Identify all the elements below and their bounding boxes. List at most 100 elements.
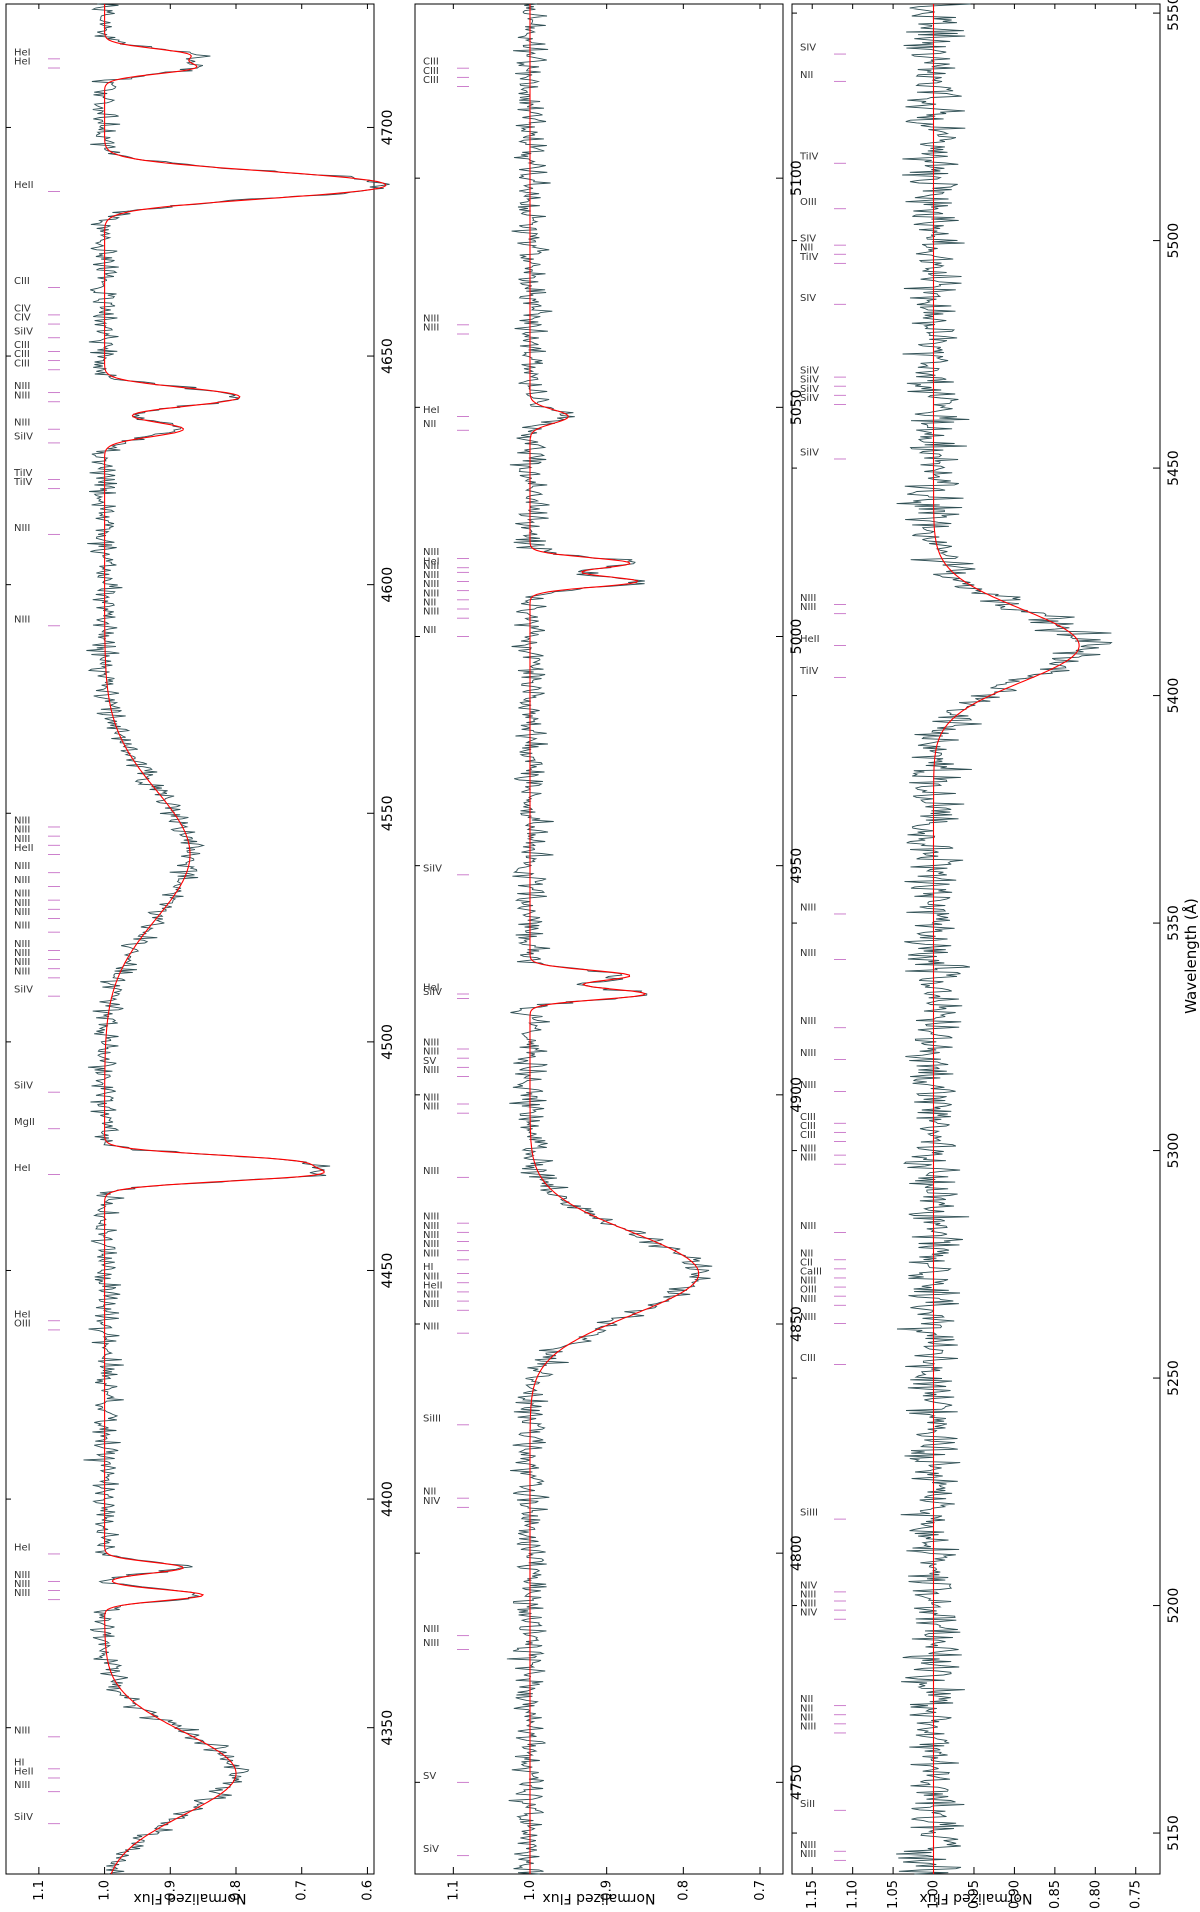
- line-label: NIII: [423, 607, 439, 618]
- line-label: NIII: [423, 1290, 439, 1301]
- line-label: NIII: [14, 875, 30, 886]
- plot-frame: [414, 3, 784, 1875]
- x-tick-label: 5450: [1166, 450, 1182, 486]
- line-label: SiIV: [14, 985, 33, 996]
- line-label: NIII: [14, 1588, 30, 1599]
- line-label: NIII: [800, 1840, 816, 1851]
- line-label: NIII: [14, 861, 30, 872]
- line-label: CIII: [800, 1130, 816, 1141]
- line-label: NIII: [14, 523, 30, 534]
- line-label: NIII: [800, 1016, 816, 1027]
- line-label: NIII: [423, 547, 439, 558]
- line-label: CIII: [800, 1353, 816, 1364]
- y-tick-label: 0.9: [163, 1880, 178, 1901]
- line-label: SiIV: [423, 987, 442, 998]
- line-label: HeI: [423, 556, 440, 567]
- line-label: NIII: [800, 1144, 816, 1155]
- line-label: NIII: [800, 1849, 816, 1860]
- x-tick-label: 4350: [380, 1710, 396, 1746]
- line-label: OIII: [800, 197, 817, 208]
- y-tick-label: 1.00: [927, 1880, 942, 1909]
- line-label: SV: [423, 1771, 436, 1782]
- line-label: HeII: [800, 634, 820, 645]
- line-label: NII: [423, 1487, 436, 1498]
- line-label: NIII: [423, 1271, 439, 1282]
- line-label: SiIV: [423, 863, 442, 874]
- x-tick-label: 4400: [380, 1481, 396, 1517]
- line-label: NIII: [423, 1065, 439, 1076]
- x-tick-label: 4900: [789, 1077, 805, 1113]
- observed-spectrum: [506, 3, 713, 1875]
- line-label: SIV: [800, 43, 816, 54]
- line-label: SIV: [800, 234, 816, 245]
- model-spectrum: [932, 4, 1080, 1874]
- line-label: NII: [423, 598, 436, 609]
- x-tick-label: 4500: [380, 1024, 396, 1060]
- line-label: CaIII: [800, 1266, 822, 1277]
- line-label: NIV: [800, 1608, 817, 1619]
- line-label: NIII: [423, 313, 439, 324]
- line-label: NIII: [14, 907, 30, 918]
- x-tick-label: 5300: [1166, 1133, 1182, 1169]
- line-label: CIII: [800, 1112, 816, 1123]
- line-label: NIII: [14, 1579, 30, 1590]
- x-tick-label: 4700: [380, 110, 396, 146]
- line-label: NIII: [800, 602, 816, 613]
- plot-frame: [791, 3, 1161, 1875]
- line-label: NIII: [423, 579, 439, 590]
- spectrum-panel-top: 4350 4400 4450 4500 4550 4600 4650 4700 1.1 1.0 0.…: [5, 3, 396, 1906]
- line-label: SiIV: [800, 375, 819, 386]
- y-tick-label: 0.8: [676, 1880, 691, 1901]
- line-label: NIII: [423, 1299, 439, 1310]
- x-tick-label: 5550: [1166, 0, 1182, 31]
- line-label: HeII: [423, 1280, 443, 1291]
- x-tick-label: 5500: [1166, 223, 1182, 259]
- y-tick-label: 0.75: [1129, 1880, 1144, 1909]
- y-tick-label: 0.95: [967, 1880, 982, 1909]
- line-label: SiIV: [800, 384, 819, 395]
- line-label: NIII: [14, 1780, 30, 1791]
- x-tick-label: 4850: [789, 1306, 805, 1342]
- model-spectrum: [529, 4, 700, 1874]
- y-tick-label: 1.10: [846, 1880, 861, 1909]
- line-label: SiIV: [14, 1812, 33, 1823]
- line-label: CII: [800, 1257, 813, 1268]
- line-label: CIII: [800, 1121, 816, 1132]
- line-label: TiIV: [799, 152, 819, 163]
- y-tick-label: 0.8: [229, 1880, 244, 1901]
- line-label: NIII: [800, 1153, 816, 1164]
- line-label: NIII: [800, 1599, 816, 1610]
- line-label: NIII: [800, 1276, 816, 1287]
- x-tick-label: 4750: [789, 1765, 805, 1801]
- line-label: SiV: [423, 1844, 439, 1855]
- line-label: NII: [800, 243, 813, 254]
- line-label: SiIV: [800, 366, 819, 377]
- line-label: OIII: [14, 1318, 31, 1329]
- line-label: HeI: [14, 47, 31, 58]
- line-label: SiIV: [14, 1081, 33, 1092]
- y-tick-label: 1.1: [446, 1880, 461, 1901]
- line-label: NII: [800, 1248, 813, 1259]
- x-tick-label: 5250: [1166, 1360, 1182, 1396]
- line-label: HeII: [14, 843, 34, 854]
- line-label: NIII: [423, 1038, 439, 1049]
- line-label: HeII: [14, 1766, 34, 1777]
- line-label: NIII: [14, 939, 30, 950]
- line-label: NIII: [423, 1322, 439, 1333]
- line-label: NIII: [423, 1166, 439, 1177]
- line-label: NIII: [14, 889, 30, 900]
- line-label: HeI: [14, 1309, 31, 1320]
- model-spectrum: [104, 4, 387, 1875]
- line-label: CIII: [423, 66, 439, 77]
- x-tick-label: 4600: [380, 567, 396, 603]
- line-label: NIV: [423, 1496, 440, 1507]
- line-label: NII: [423, 625, 436, 636]
- line-label: CIII: [14, 340, 30, 351]
- plot-frame: [5, 3, 375, 1875]
- spectrum-panel-middle: 4750 4800 4850 4900 4950 5000 5050 5100 1.1 1.0 0.…: [414, 3, 805, 1906]
- line-label: NIII: [423, 561, 439, 572]
- line-label: SiIII: [423, 1413, 441, 1424]
- line-label: NIII: [423, 1102, 439, 1113]
- line-label: NIII: [14, 614, 30, 625]
